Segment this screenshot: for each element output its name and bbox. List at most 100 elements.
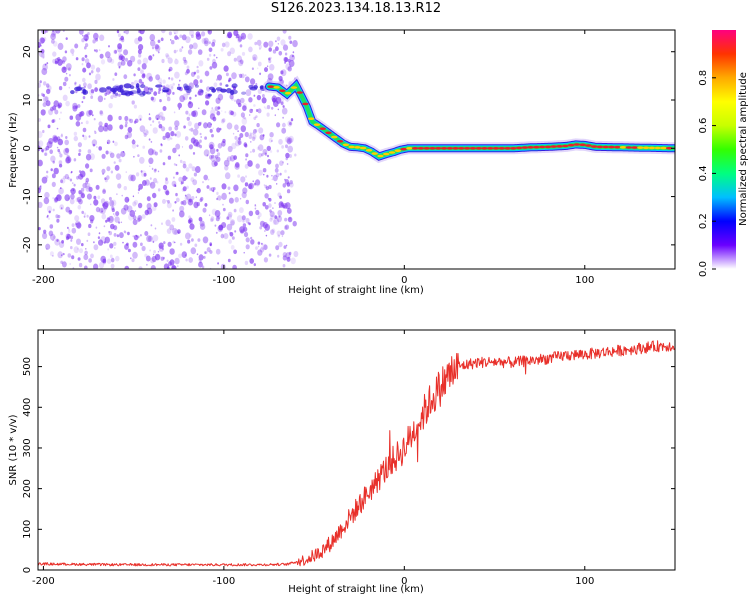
noise-speck xyxy=(245,158,248,161)
noise-speck xyxy=(222,138,226,144)
noise-speck xyxy=(102,188,106,193)
noise-band-speck xyxy=(207,93,212,97)
noise-speck xyxy=(129,210,136,217)
noise-speck xyxy=(59,241,65,248)
noise-speck xyxy=(41,176,48,184)
noise-speck xyxy=(45,243,51,250)
noise-speck xyxy=(294,153,297,157)
noise-speck xyxy=(253,56,256,61)
noise-speck xyxy=(124,231,127,234)
noise-speck xyxy=(200,136,202,138)
noise-speck xyxy=(276,122,281,128)
noise-speck xyxy=(243,251,245,254)
noise-speck xyxy=(128,213,134,221)
noise-speck xyxy=(125,121,128,125)
noise-speck xyxy=(216,127,221,133)
noise-speck xyxy=(227,258,231,263)
noise-speck xyxy=(39,37,45,44)
ridge-core-blob xyxy=(481,147,488,150)
noise-speck xyxy=(177,265,179,267)
noise-speck xyxy=(106,142,109,144)
noise-speck xyxy=(95,38,98,42)
snr-y-ticks: 0 100 200 300 400 500 xyxy=(22,357,675,573)
noise-speck xyxy=(73,183,76,187)
colorbar-tick-label: 0.4 xyxy=(698,165,709,181)
noise-band-speck xyxy=(112,85,119,90)
noise-speck xyxy=(169,259,175,266)
noise-band-speck xyxy=(70,90,75,95)
noise-speck xyxy=(248,134,253,139)
noise-speck xyxy=(79,248,83,254)
noise-speck xyxy=(261,242,263,245)
noise-speck xyxy=(138,216,141,219)
noise-speck xyxy=(149,181,156,189)
noise-speck xyxy=(51,181,56,188)
noise-speck xyxy=(209,128,213,133)
noise-speck xyxy=(107,56,113,63)
noise-speck xyxy=(68,74,71,77)
noise-speck xyxy=(244,76,250,83)
noise-speck xyxy=(153,250,157,254)
noise-speck xyxy=(125,30,129,35)
noise-speck xyxy=(193,71,197,75)
noise-speck xyxy=(172,147,177,154)
noise-speck xyxy=(179,48,183,53)
noise-speck xyxy=(228,197,234,204)
noise-speck xyxy=(277,43,279,45)
noise-speck xyxy=(93,244,99,251)
noise-speck xyxy=(75,197,80,202)
noise-speck xyxy=(223,233,229,240)
noise-speck xyxy=(240,228,245,235)
noise-speck xyxy=(182,56,187,62)
noise-speck xyxy=(61,66,67,73)
noise-speck xyxy=(221,42,226,48)
noise-speck xyxy=(154,253,161,261)
noise-speck xyxy=(119,54,124,60)
noise-speck xyxy=(199,132,202,136)
noise-speck xyxy=(289,54,295,62)
noise-speck xyxy=(150,140,153,143)
noise-speck xyxy=(225,72,229,77)
noise-speck xyxy=(150,265,156,269)
noise-speck xyxy=(159,99,162,103)
noise-speck xyxy=(288,135,294,143)
noise-speck xyxy=(211,154,215,159)
noise-speck xyxy=(263,184,266,186)
noise-speck xyxy=(97,195,101,200)
noise-speck xyxy=(117,61,122,68)
noise-speck xyxy=(288,251,292,255)
noise-speck xyxy=(268,253,272,257)
noise-speck xyxy=(146,196,151,202)
noise-speck xyxy=(81,243,84,247)
noise-speck xyxy=(108,103,113,109)
noise-speck xyxy=(73,135,79,142)
noise-speck xyxy=(274,202,276,204)
noise-speck xyxy=(211,160,217,168)
noise-speck xyxy=(143,172,147,177)
noise-speck xyxy=(172,82,175,86)
noise-speck xyxy=(110,170,114,174)
noise-speck xyxy=(268,40,274,47)
noise-speck xyxy=(48,210,51,214)
ridge-core-blob xyxy=(452,147,459,150)
noise-speck xyxy=(46,88,51,95)
noise-speck xyxy=(290,257,296,265)
noise-speck xyxy=(196,201,200,207)
noise-speck xyxy=(165,190,170,196)
noise-speck xyxy=(251,136,256,142)
noise-speck xyxy=(240,125,246,133)
noise-speck xyxy=(98,49,101,52)
noise-speck xyxy=(59,163,63,168)
noise-speck xyxy=(244,74,247,77)
noise-speck xyxy=(52,160,55,164)
noise-speck xyxy=(205,91,208,95)
noise-speck xyxy=(208,141,215,149)
noise-speck xyxy=(67,226,69,229)
noise-speck xyxy=(50,168,53,172)
noise-band-speck xyxy=(162,89,169,93)
ridge-core-blob xyxy=(637,146,644,149)
noise-speck xyxy=(264,152,268,156)
noise-speck xyxy=(181,146,184,148)
noise-speck xyxy=(174,59,179,65)
noise-speck xyxy=(138,114,143,120)
